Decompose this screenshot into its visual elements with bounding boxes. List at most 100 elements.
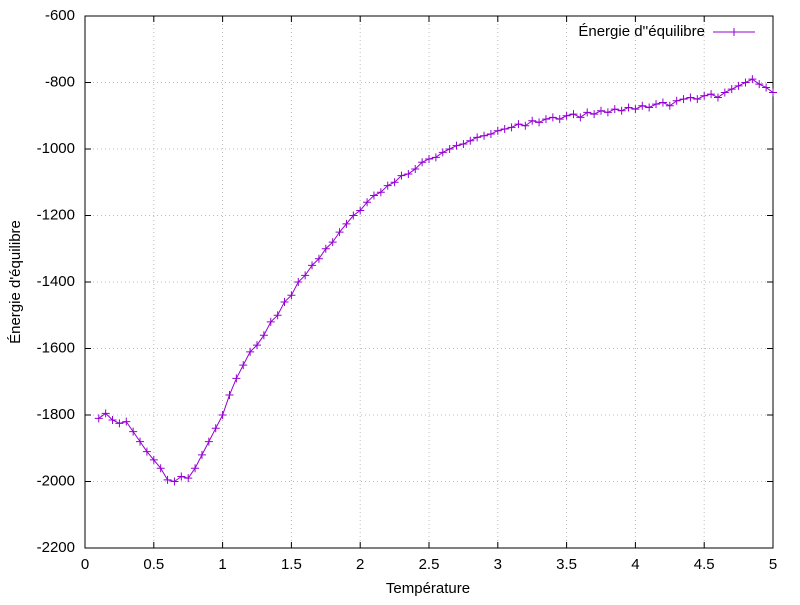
point-marker [493, 126, 502, 135]
point-marker [713, 93, 722, 102]
point-marker [342, 219, 351, 228]
point-marker [541, 115, 550, 124]
point-marker [514, 120, 523, 129]
point-marker [404, 169, 413, 178]
point-marker [438, 148, 447, 157]
point-marker [665, 101, 674, 110]
point-marker [473, 133, 482, 142]
point-marker [156, 464, 165, 473]
point-marker [376, 188, 385, 197]
series-line [98, 78, 774, 483]
point-marker [253, 341, 261, 350]
point-marker [136, 437, 145, 446]
point-marker [672, 96, 681, 105]
point-marker [204, 437, 213, 446]
x-tick-label: 4.5 [694, 556, 715, 573]
point-marker [294, 278, 303, 286]
x-tick-label: 3 [494, 556, 502, 573]
point-marker [115, 419, 124, 428]
point-marker [280, 297, 289, 306]
x-tick-label: 5 [769, 556, 777, 573]
point-marker [590, 110, 599, 119]
point-marker [266, 317, 275, 326]
point-marker [741, 78, 750, 87]
point-marker [411, 164, 420, 173]
point-marker [700, 91, 709, 100]
point-marker [142, 447, 151, 456]
point-marker [528, 116, 537, 125]
x-tick-label: 0.5 [143, 556, 164, 573]
point-marker [383, 181, 392, 190]
point-marker [239, 361, 248, 370]
point-marker [583, 108, 592, 117]
point-marker [610, 105, 619, 114]
point-marker [232, 374, 241, 383]
point-marker [218, 411, 227, 419]
x-axis-label: Température [386, 580, 470, 597]
point-marker [246, 347, 255, 356]
y-axis-label: Énergie d'équilibre [7, 220, 24, 344]
point-marker [486, 130, 495, 139]
point-marker [328, 238, 337, 247]
point-marker [466, 136, 475, 145]
point-marker [652, 100, 661, 109]
point-marker [129, 427, 138, 436]
point-marker [603, 108, 612, 117]
point-marker [163, 475, 172, 484]
point-marker [707, 90, 716, 99]
x-tick-label: 1.5 [281, 556, 302, 573]
point-marker [555, 115, 564, 124]
point-marker [149, 455, 158, 464]
point-marker [576, 113, 585, 122]
y-tick-label: -2200 [37, 539, 75, 556]
point-marker [363, 198, 372, 207]
point-marker [748, 75, 757, 84]
point-marker [349, 211, 358, 220]
point-marker [369, 191, 378, 200]
point-marker [658, 98, 667, 107]
y-tick-label: -1200 [37, 206, 75, 223]
y-tick-label: -2000 [37, 472, 75, 489]
point-marker [425, 154, 433, 163]
point-marker [101, 409, 110, 418]
point-marker [755, 80, 764, 89]
legend-marker [730, 28, 738, 36]
legend-label: Énergie d''équilibre [578, 23, 705, 40]
point-marker [507, 123, 516, 132]
point-marker [431, 153, 440, 162]
point-marker [762, 83, 771, 92]
point-marker [548, 113, 557, 122]
point-marker [301, 271, 310, 280]
point-marker [177, 472, 186, 481]
point-marker [321, 244, 330, 253]
point-marker [335, 228, 344, 237]
point-marker [356, 206, 365, 215]
point-marker [521, 121, 530, 130]
y-tick-label: -1400 [37, 273, 75, 290]
point-marker [184, 474, 193, 483]
x-tick-label: 1 [218, 556, 226, 573]
point-marker [211, 424, 220, 433]
point-marker [418, 158, 427, 167]
point-marker [500, 125, 509, 134]
point-marker [597, 106, 605, 115]
x-tick-label: 4 [631, 556, 639, 573]
point-marker [273, 311, 282, 320]
point-marker [390, 178, 399, 187]
point-marker [397, 171, 406, 180]
point-marker [108, 415, 117, 424]
point-marker [624, 103, 633, 112]
point-marker [617, 106, 626, 115]
point-marker [122, 417, 131, 426]
point-marker [769, 88, 777, 97]
y-tick-label: -1800 [37, 406, 75, 423]
point-marker [693, 95, 702, 104]
point-marker [452, 141, 461, 150]
x-tick-label: 2.5 [419, 556, 440, 573]
y-tick-label: -600 [45, 7, 75, 24]
point-marker [94, 414, 103, 423]
x-tick-label: 2 [356, 556, 364, 573]
point-marker [259, 331, 268, 340]
